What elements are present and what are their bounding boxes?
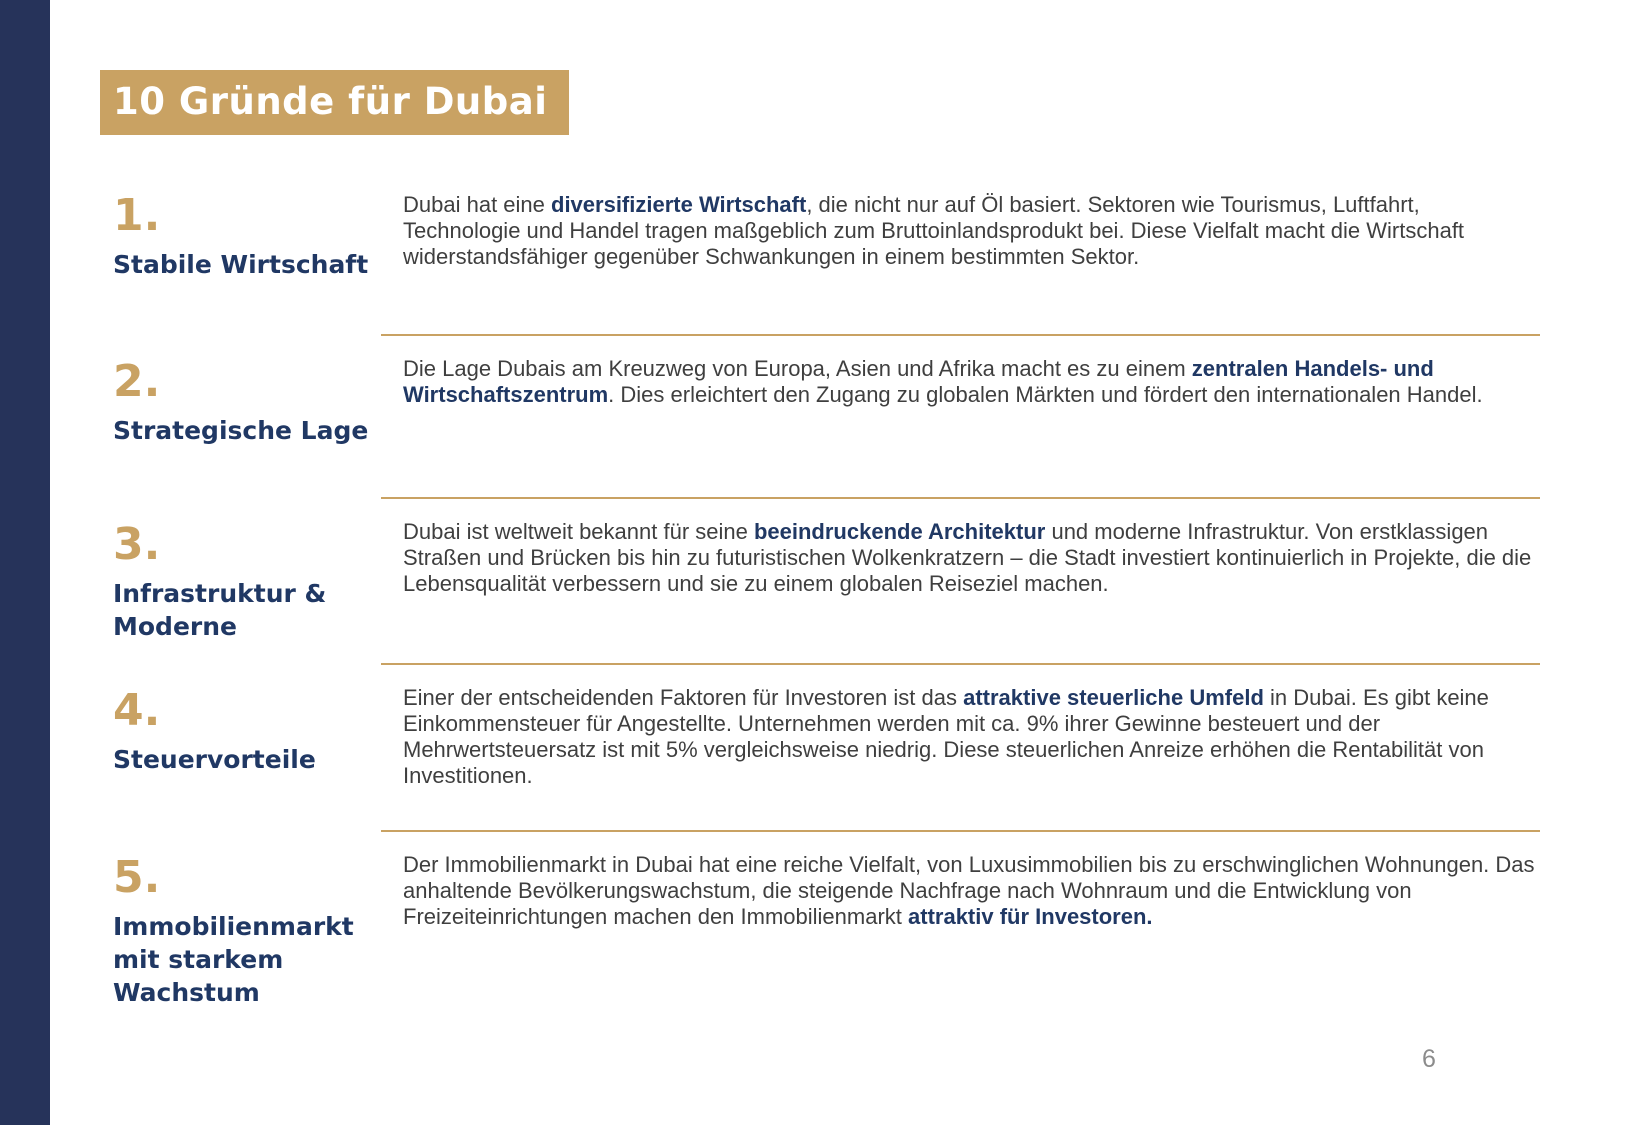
paragraph-text: Dubai hat eine <box>403 192 551 217</box>
title-banner: 10 Gründe für Dubai <box>100 70 570 135</box>
reason-number: 2. <box>113 356 161 407</box>
reason-label: 4. Steuervorteile <box>113 663 381 830</box>
reason-item: 5. Immobilienmarkt mit starkem Wachstum … <box>113 830 1540 1009</box>
items-list: 1. Stabile Wirtschaft Dubai hat eine div… <box>113 188 1540 1009</box>
reason-paragraph: Dubai ist weltweit bekannt für seine bee… <box>381 497 1540 663</box>
reason-paragraph: Die Lage Dubais am Kreuzweg von Europa, … <box>381 334 1540 497</box>
paragraph-text: in Dubai. Es gibt keine Einkommensteuer … <box>403 685 1489 788</box>
paragraph-text: Einer der entscheidenden Faktoren für In… <box>403 685 964 710</box>
reason-label: 3. Infrastruktur & Moderne <box>113 497 381 663</box>
reason-label: 1. Stabile Wirtschaft <box>113 188 381 334</box>
paragraph-text: Die Lage Dubais am Kreuzweg von Europa, … <box>403 356 1192 381</box>
paragraph-text: Der Immobilienmarkt in Dubai hat eine re… <box>403 852 1535 929</box>
reason-paragraph: Einer der entscheidenden Faktoren für In… <box>381 663 1540 830</box>
reason-item: 1. Stabile Wirtschaft Dubai hat eine div… <box>113 188 1540 334</box>
reason-heading: Infrastruktur & Moderne <box>113 579 327 641</box>
reason-heading: Stabile Wirtschaft <box>113 250 369 279</box>
paragraph-text: . Dies erleichtert den Zugang zu globale… <box>608 382 1483 407</box>
reason-item: 3. Infrastruktur & Moderne Dubai ist wel… <box>113 497 1540 663</box>
reason-heading: Strategische Lage <box>113 416 369 445</box>
reason-heading: Steuervorteile <box>113 745 316 774</box>
paragraph-bold-text: beeindruckende Architektur <box>753 519 1046 544</box>
paragraph-text: und moderne Infrastruktur. Von erstklass… <box>403 519 1532 596</box>
reason-heading: Immobilienmarkt mit starkem Wachstum <box>113 912 354 1007</box>
reason-label: 5. Immobilienmarkt mit starkem Wachstum <box>113 830 381 1009</box>
paragraph-bold-text: attraktive steuerliche Umfeld <box>963 685 1264 710</box>
reason-number: 4. <box>113 685 161 736</box>
paragraph-bold-text: attraktiv für Investoren. <box>908 904 1153 929</box>
reason-number: 3. <box>113 519 161 570</box>
paragraph-text: , die nicht nur auf Öl basiert. Sektoren… <box>403 192 1465 269</box>
reason-number: 1. <box>113 190 161 241</box>
paragraph-bold-text: diversifizierte Wirtschaft <box>551 192 807 217</box>
reason-item: 4. Steuervorteile Einer der entscheidend… <box>113 663 1540 830</box>
reason-label: 2. Strategische Lage <box>113 334 381 497</box>
reason-item: 2. Strategische Lage Die Lage Dubais am … <box>113 334 1540 497</box>
paragraph-text: Dubai ist weltweit bekannt für seine <box>403 519 754 544</box>
left-accent-bar <box>0 0 50 1125</box>
page-title: 10 Gründe für Dubai <box>113 80 548 123</box>
paragraph-bold-text: zentralen Handels- und Wirtschaftszentru… <box>403 356 1434 407</box>
reason-paragraph: Der Immobilienmarkt in Dubai hat eine re… <box>381 830 1540 1009</box>
reason-number: 5. <box>113 852 161 903</box>
page-number: 6 <box>1422 1045 1436 1073</box>
reason-paragraph: Dubai hat eine diversifizierte Wirtschaf… <box>381 188 1540 334</box>
